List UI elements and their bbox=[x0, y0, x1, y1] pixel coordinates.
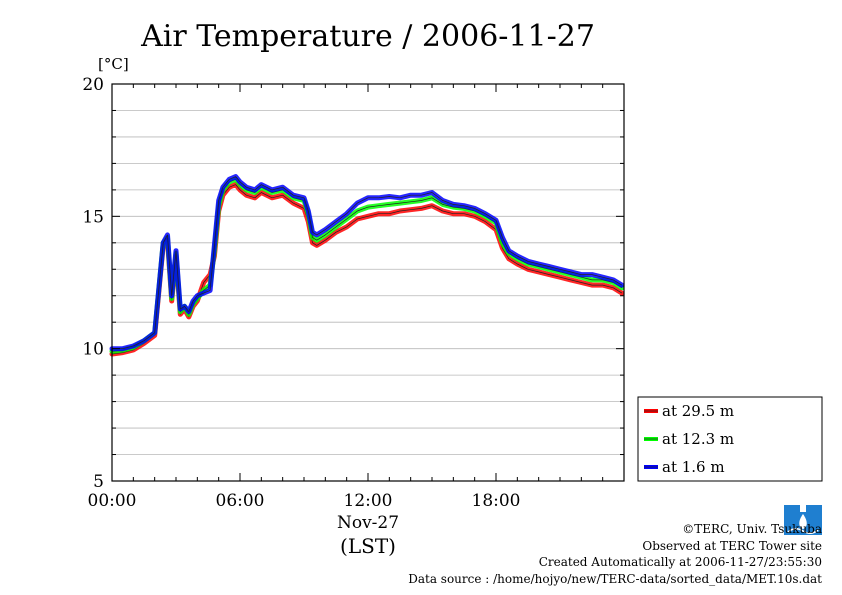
y-tick-label: 15 bbox=[82, 207, 104, 227]
chart-title: Air Temperature / 2006-11-27 bbox=[140, 19, 595, 54]
credit-created: Created Automatically at 2006-11-27/23:5… bbox=[539, 555, 822, 569]
terc-logo bbox=[784, 505, 822, 535]
x-tick-label: 06:00 bbox=[216, 491, 265, 511]
y-tick-label: 10 bbox=[82, 340, 104, 360]
credit-copyright: ©TERC, Univ. Tsukuba bbox=[682, 522, 822, 536]
plot-area-frame bbox=[111, 83, 625, 482]
legend-label: at 1.6 m bbox=[662, 458, 725, 476]
series-band-at-1-6-m bbox=[109, 174, 625, 352]
x-tick-label: 18:00 bbox=[472, 491, 521, 511]
axis-ticks: 5 10 15 20 00:00 06:00 12:00 18:00 bbox=[82, 75, 625, 511]
legend-label: at 12.3 m bbox=[662, 430, 734, 448]
credit-data-source: Data source : /home/hojyo/new/TERC-data/… bbox=[408, 572, 822, 586]
x-tick-label: 12:00 bbox=[344, 491, 393, 511]
y-tick-label: 5 bbox=[93, 472, 104, 492]
series-lines bbox=[109, 174, 625, 357]
x-axis-date-label: Nov-27 bbox=[337, 513, 399, 533]
legend: at 29.5 m at 12.3 m at 1.6 m bbox=[637, 396, 823, 482]
series-core-line bbox=[112, 176, 623, 350]
y-tick-label: 20 bbox=[82, 75, 104, 95]
x-tick-label: 00:00 bbox=[88, 491, 137, 511]
grid-lines bbox=[112, 110, 624, 455]
y-axis-unit-label: [°C] bbox=[98, 55, 129, 73]
legend-label: at 29.5 m bbox=[662, 402, 734, 420]
x-axis-title: (LST) bbox=[340, 534, 396, 558]
legend-box bbox=[637, 396, 823, 482]
credit-observed: Observed at TERC Tower site bbox=[642, 539, 822, 553]
